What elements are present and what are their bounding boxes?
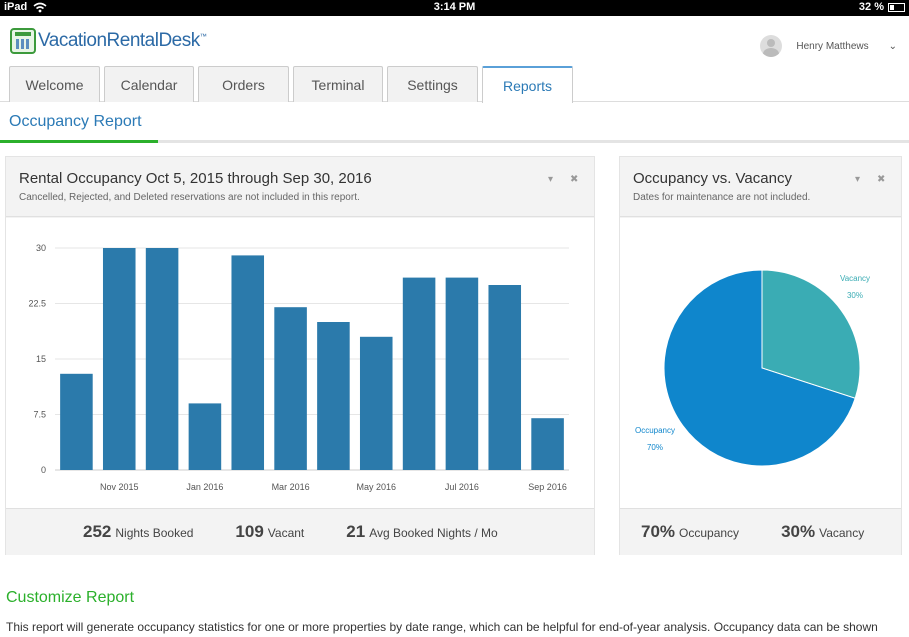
panel-close-icon[interactable]: ✖ [877,174,886,185]
x-tick-label: Jan 2016 [186,482,223,492]
bar-apr-2016 [317,322,350,470]
tab-reports[interactable]: Reports [482,66,573,103]
x-tick-label: Nov 2015 [100,482,139,492]
y-tick-label: 15 [36,354,46,364]
title-underline [0,140,909,143]
occupancy-panel-title: Rental Occupancy Oct 5, 2015 through Sep… [19,170,372,187]
page-title: Occupancy Report [9,113,142,130]
bar-jun-2016 [402,277,436,470]
x-tick-label: Mar 2016 [272,482,310,492]
occupancy-panel-header: Rental Occupancy Oct 5, 2015 through Sep… [6,157,594,217]
nights-booked-stat: 252 Nights Booked [83,522,194,541]
bar-aug-2016 [488,285,522,470]
bar-nov-2015 [102,248,136,470]
app-header: VacationRentalDesk™ Henry Matthews ⌄ [0,16,909,66]
vacancy-panel-subtitle: Dates for maintenance are not included. [633,192,811,203]
tab-orders[interactable]: Orders [198,66,289,102]
tab-terminal[interactable]: Terminal [293,66,383,102]
x-tick-label: Jul 2016 [445,482,479,492]
occupancy-chart-area: 0 7.5 15 22.5 30 Nov 2015 Jan 2016 Mar 2016 May … [6,218,594,508]
y-tick-label: 22.5 [28,299,46,309]
bar-mar-2016 [274,307,307,470]
y-tick-label: 0 [41,465,46,475]
avatar [760,35,783,57]
tab-settings[interactable]: Settings [387,66,478,102]
panel-close-icon[interactable]: ✖ [570,174,579,185]
report-description: This report will generate occupancy stat… [6,620,878,634]
status-bar: iPad 3:14 PM 32 % [0,0,909,16]
pie-label-occupancy: Occupancy [635,426,675,435]
occupancy-panel-subtitle: Cancelled, Rejected, and Deleted reserva… [19,192,360,203]
vacancy-summary: 70% Occupancy 30% Vacancy [620,508,901,555]
x-tick-label: Sep 2016 [528,482,567,492]
bar-jul-2016 [445,277,479,470]
occupancy-panel: Rental Occupancy Oct 5, 2015 through Sep… [5,156,595,555]
tab-calendar[interactable]: Calendar [104,66,194,102]
panel-collapse-icon[interactable]: ▾ [548,174,554,185]
avg-booked-stat: 21 Avg Booked Nights / Mo [346,522,498,541]
wifi-icon [33,2,47,13]
battery-icon [888,3,905,12]
bar-feb-2016 [231,255,265,470]
brand-logo[interactable]: VacationRentalDesk™ [10,28,207,54]
occupancy-summary: 252 Nights Booked 109 Vacant 21 Avg Booked … [6,508,594,555]
pie-label-vacancy: Vacancy [840,274,870,283]
chevron-down-icon[interactable]: ⌄ [888,40,897,52]
pie-slice-vacancy [761,269,861,399]
vacancy-panel-title: Occupancy vs. Vacancy [633,170,792,187]
y-tick-label: 30 [36,243,46,253]
device-label: iPad [4,1,28,13]
y-tick-label: 7.5 [33,410,46,420]
vacancy-panel-header: Occupancy vs. Vacancy Dates for maintena… [620,157,901,217]
calendar-logo-icon [10,28,36,54]
battery-percent: 32 % [858,1,884,13]
vacant-stat: 109 Vacant [235,522,305,541]
vacancy-chart-area: Vacancy 30% Occupancy 70% [620,218,901,508]
bar-oct-2015 [60,373,93,470]
tab-welcome[interactable]: Welcome [9,66,100,102]
bar-may-2016 [359,336,393,470]
bar-jan-2016 [188,403,222,470]
panel-collapse-icon[interactable]: ▾ [855,174,861,185]
customize-report-heading: Customize Report [6,589,135,606]
occupancy-bar-chart: 0 7.5 15 22.5 30 Nov 2015 Jan 2016 Mar 2016 May … [28,243,569,492]
brand-name: VacationRentalDesk™ [38,30,207,51]
occupancy-pie-chart: Vacancy 30% Occupancy 70% [635,269,870,467]
vacancy-percent-stat: 30% Vacancy [781,522,865,541]
pie-value-occupancy: 70% [647,443,663,452]
user-name: Henry Matthews [796,40,869,52]
clock: 3:14 PM [433,1,476,13]
vacancy-panel: Occupancy vs. Vacancy Dates for maintena… [619,156,902,555]
pie-value-vacancy: 30% [847,291,863,300]
bar-sep-2016 [531,418,564,470]
occupancy-percent-stat: 70% Occupancy [641,522,740,541]
pie-slice-occupancy [663,269,856,467]
main-tabs: Welcome Calendar Orders Terminal Setting… [0,66,909,103]
user-menu[interactable]: Henry Matthews ⌄ [760,35,897,57]
x-tick-label: May 2016 [356,482,396,492]
bar-dec-2015 [145,248,179,470]
